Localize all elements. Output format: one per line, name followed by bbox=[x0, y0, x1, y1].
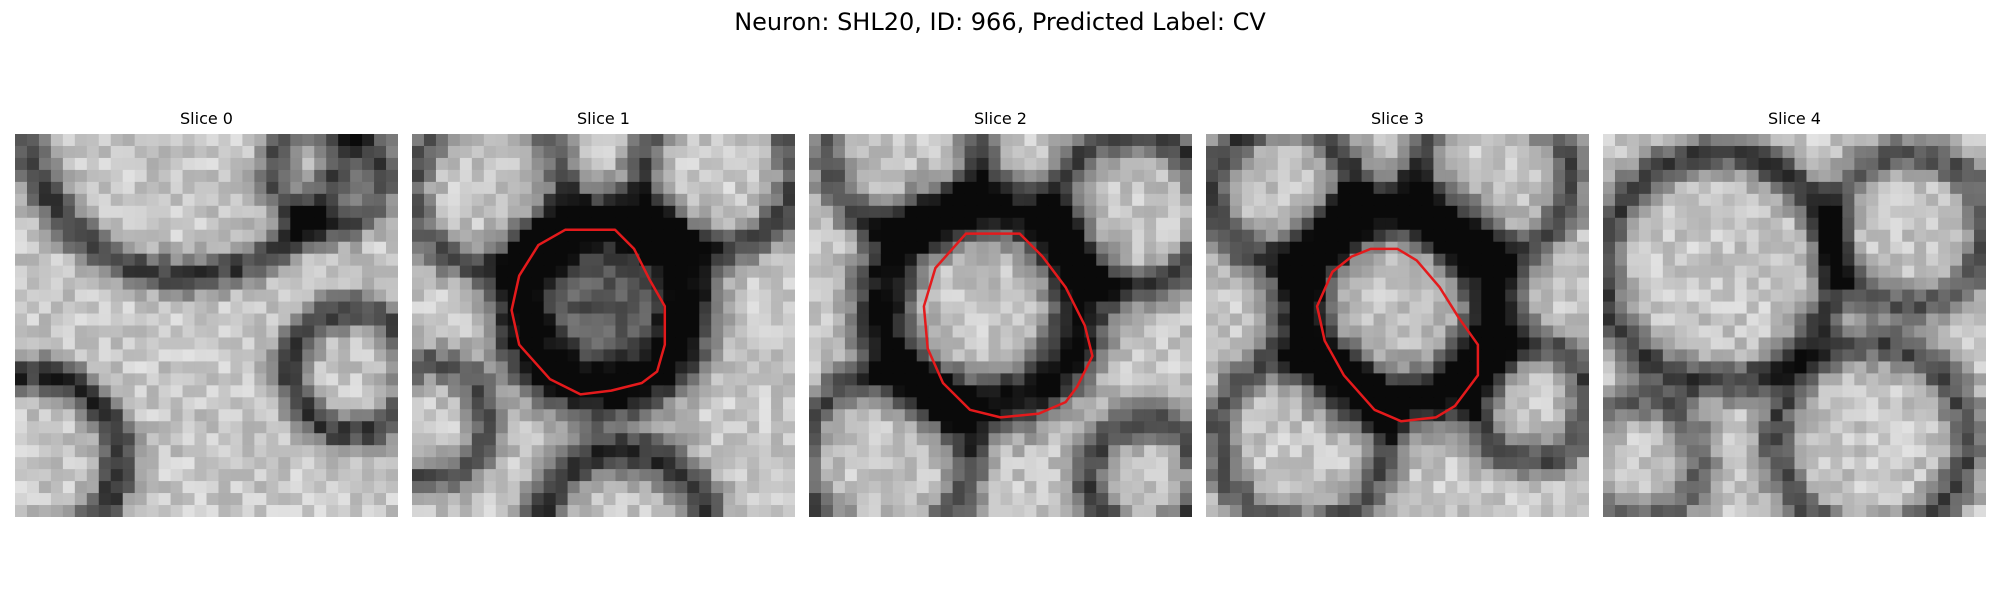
slice-image-4 bbox=[1603, 134, 1986, 517]
slice-title: Slice 0 bbox=[180, 109, 233, 128]
segmentation-outline bbox=[922, 232, 1094, 419]
slice-title: Slice 2 bbox=[974, 109, 1027, 128]
slice-title: Slice 1 bbox=[577, 109, 630, 128]
segmentation-outline bbox=[510, 228, 667, 396]
slice-image-4-svg bbox=[1603, 134, 1986, 517]
slice-image-0-svg bbox=[15, 134, 398, 517]
slice-title: Slice 4 bbox=[1768, 109, 1821, 128]
slice-image-1-svg bbox=[412, 134, 795, 517]
slice-image-2-svg bbox=[809, 134, 1192, 517]
figure-title: Neuron: SHL20, ID: 966, Predicted Label:… bbox=[734, 8, 1266, 36]
slice-image-0 bbox=[15, 134, 398, 517]
slice-image-3-svg bbox=[1206, 134, 1589, 517]
segmentation-outline bbox=[1315, 247, 1480, 423]
slice-image-1 bbox=[412, 134, 795, 517]
slice-image-2 bbox=[809, 134, 1192, 517]
slice-title: Slice 3 bbox=[1371, 109, 1424, 128]
slice-image-3 bbox=[1206, 134, 1589, 517]
